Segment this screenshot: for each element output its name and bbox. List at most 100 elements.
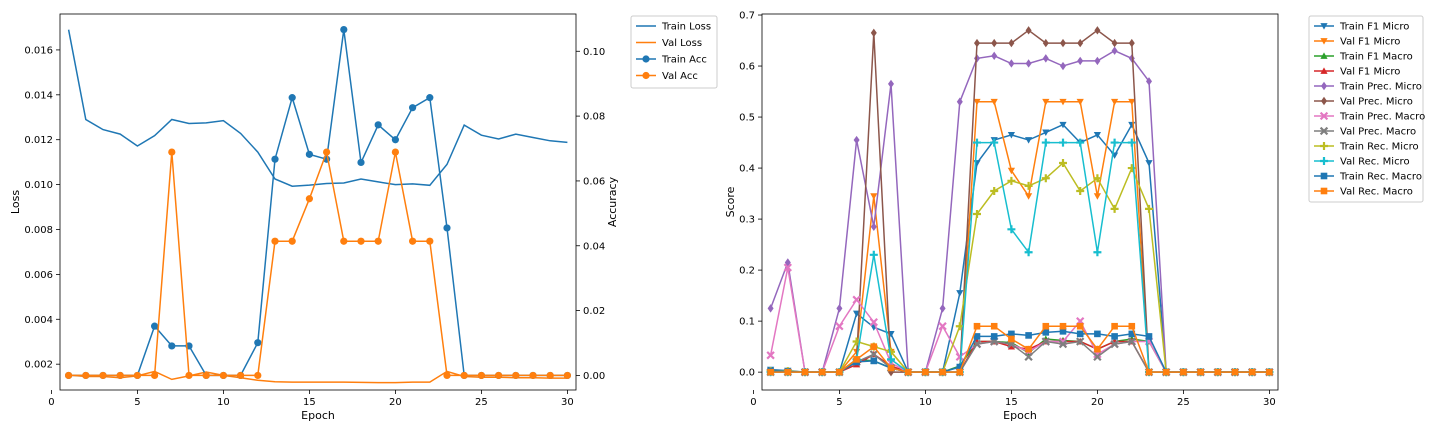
legend-box [1308, 15, 1424, 203]
data-point [1007, 343, 1015, 350]
data-point [1111, 46, 1118, 55]
data-point [426, 237, 434, 245]
data-point [1111, 98, 1119, 106]
data-point [1076, 330, 1084, 338]
data-point [1076, 322, 1084, 330]
legend-marker [1320, 38, 1328, 45]
y-tick-label: 0.3 [739, 215, 755, 226]
legend-label: Val Loss [662, 38, 702, 49]
data-point [1042, 129, 1050, 136]
data-point [495, 371, 503, 380]
data-point [340, 25, 348, 34]
legend-label: Val F1 Micro [1340, 67, 1400, 78]
legend-label: Val F1 Micro [1340, 37, 1400, 48]
data-point [237, 371, 245, 380]
data-point [767, 304, 774, 313]
data-point [956, 363, 964, 371]
data-point [1025, 59, 1032, 68]
data-point [1094, 345, 1101, 353]
x-tick-label: 5 [134, 397, 140, 408]
y-tick-right-label: 0.00 [583, 371, 605, 382]
data-point [1041, 138, 1050, 147]
data-point [767, 368, 774, 376]
data-point [1060, 61, 1066, 71]
data-point [1077, 56, 1084, 66]
data-point [254, 371, 262, 380]
data-point [409, 104, 417, 112]
x-axis-label: Epoch [301, 409, 335, 422]
data-point [288, 237, 296, 245]
series-train-loss [67, 29, 568, 187]
y-tick-right-label: 0.08 [583, 112, 605, 123]
plot-frame [761, 13, 1279, 391]
data-point [133, 371, 141, 380]
data-point [956, 97, 963, 106]
data-point [853, 135, 860, 145]
data-point [766, 351, 775, 360]
legend-marker [1320, 142, 1328, 150]
y-axis-label: Score [724, 186, 737, 217]
data-point [990, 322, 998, 330]
x-tick-label: 0 [750, 397, 756, 408]
data-point [477, 371, 485, 380]
data-point [870, 357, 878, 365]
data-point [869, 317, 878, 327]
data-point [1042, 54, 1049, 63]
legend-marker [1320, 187, 1328, 195]
data-point [1059, 98, 1067, 106]
data-point [254, 339, 262, 347]
data-point [1127, 164, 1136, 173]
data-point [1110, 339, 1119, 349]
data-point [990, 98, 998, 106]
series-line-train-prec-micro [769, 49, 1270, 373]
data-point [990, 333, 998, 340]
legend-marker [1320, 172, 1328, 180]
series-line-val-prec-micro [770, 29, 1270, 373]
y-tick-label: 0.2 [739, 266, 755, 277]
data-point [185, 371, 193, 380]
y-tick-right-label: 0.10 [583, 47, 605, 58]
data-point [116, 371, 124, 380]
data-point [202, 371, 210, 380]
data-point [1008, 59, 1015, 68]
data-point [340, 237, 348, 245]
data-point [1042, 98, 1050, 106]
data-point [922, 368, 929, 376]
x-tick-label: 10 [217, 397, 230, 408]
data-point [1008, 38, 1015, 48]
data-point [973, 322, 981, 330]
data-point [1128, 322, 1136, 330]
data-point [1024, 352, 1033, 362]
legend-marker [1321, 81, 1327, 91]
data-point [1024, 181, 1033, 190]
data-point [1076, 187, 1085, 196]
y-tick-left-label: 0.010 [24, 180, 53, 191]
data-point [1025, 345, 1032, 353]
legend-label: Val Prec. Micro [1340, 97, 1413, 108]
data-point [938, 322, 947, 331]
data-point [426, 94, 434, 102]
y-tick-label: 0.6 [739, 62, 755, 73]
data-point [784, 368, 792, 376]
data-point [1059, 328, 1067, 335]
legend-label: Train F1 Micro [1339, 22, 1409, 33]
data-point [529, 371, 537, 380]
legend-label: Val Rec. Micro [1340, 157, 1410, 168]
data-point [1248, 368, 1256, 376]
data-point [65, 371, 73, 380]
x-tick-label: 15 [1005, 397, 1018, 408]
data-point [1266, 368, 1273, 376]
y-tick-label: 0.0 [739, 368, 755, 379]
data-point [939, 368, 946, 376]
data-point [1111, 333, 1118, 340]
data-point [443, 224, 451, 232]
data-point [168, 148, 176, 156]
data-point [956, 290, 964, 297]
data-point [443, 371, 451, 380]
data-point [1007, 132, 1015, 139]
data-point [836, 368, 843, 376]
series-val-rec-micro [766, 138, 1274, 377]
data-point [1145, 368, 1153, 376]
data-point [512, 371, 520, 380]
